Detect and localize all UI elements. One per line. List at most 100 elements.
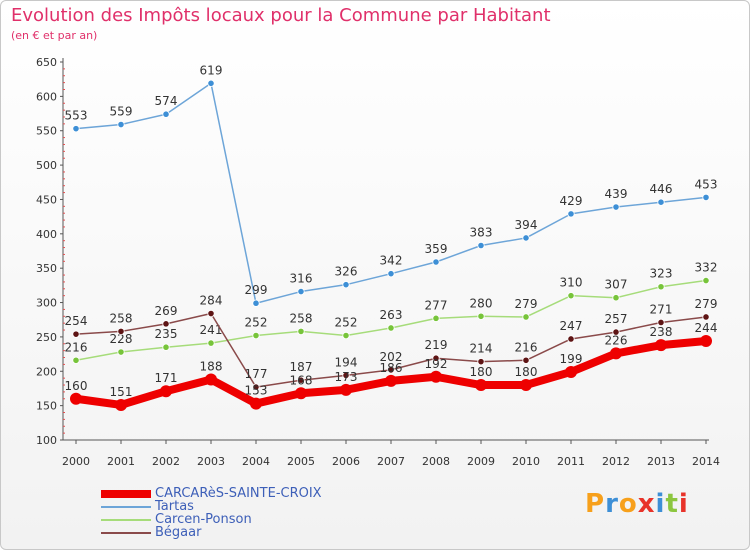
data-label: 214 [470,342,493,356]
x-tick-label: 2006 [332,455,360,468]
x-tick-label: 2007 [377,455,405,468]
data-label: 277 [425,298,448,312]
data-label: 160 [65,379,88,393]
data-label: 241 [200,323,223,337]
data-point [70,392,82,405]
data-label: 192 [425,357,448,371]
data-label: 284 [200,294,223,308]
data-label: 619 [200,63,223,77]
data-point [342,331,350,340]
data-point [702,313,710,321]
data-point [612,328,620,336]
data-label: 269 [155,304,178,318]
data-label: 199 [560,352,583,366]
data-point [522,356,530,364]
y-tick-label: 250 [36,331,57,344]
legend-swatch [101,518,151,521]
data-point [117,348,125,356]
data-point [520,379,532,392]
data-point [657,283,665,291]
data-label: 429 [560,194,583,208]
data-label: 439 [605,187,628,201]
x-tick-label: 2012 [602,455,630,468]
logo-letter: P [585,489,606,519]
data-point [565,365,577,378]
y-tick-label: 300 [36,297,57,310]
data-label: 271 [650,302,673,316]
data-point [252,331,260,340]
x-tick-label: 2014 [692,455,720,468]
data-point [612,294,620,302]
data-point [387,270,395,278]
data-point [342,281,350,289]
data-point [477,358,485,366]
data-point [115,398,127,411]
chart-title: Evolution des Impôts locaux pour la Comm… [11,5,551,26]
x-tick-label: 2002 [152,455,180,468]
data-point [252,383,260,391]
data-label: 194 [335,355,358,369]
legend-item: Bégaar [101,526,322,539]
y-tick-label: 600 [36,90,57,103]
data-label: 359 [425,242,448,256]
data-label: 180 [470,365,493,379]
y-tick-label: 550 [36,125,57,138]
y-tick-label: 150 [36,400,57,413]
data-label: 254 [65,314,88,328]
data-point [567,335,575,343]
data-label: 299 [245,283,268,297]
data-label: 383 [470,226,493,240]
data-point [297,327,305,336]
data-label: 279 [515,297,538,311]
x-tick-label: 2004 [242,455,270,468]
legend-label: Tartas [155,499,194,514]
data-label: 323 [650,267,673,281]
x-tick-label: 2013 [647,455,675,468]
x-tick-label: 2001 [107,455,135,468]
data-point [387,324,395,332]
data-point [567,210,575,218]
legend-label: Carcen-Ponson [155,512,252,527]
data-point [475,379,487,392]
data-label: 219 [425,338,448,352]
data-label: 235 [155,327,178,341]
logo-letter: r [605,489,619,519]
data-point [252,299,260,307]
x-tick-label: 2011 [557,455,585,468]
legend-swatch [101,531,151,534]
data-label: 279 [695,297,718,311]
x-tick-label: 2003 [197,455,225,468]
data-point [160,385,172,398]
data-label: 226 [605,333,628,347]
data-point [477,241,485,250]
data-label: 216 [515,340,538,354]
logo-letter: o [618,489,638,519]
legend-item: CARCARèS-SAINTE-CROIX [101,487,322,500]
data-point [702,276,710,285]
data-point [612,203,620,211]
data-point [297,287,305,296]
data-label: 280 [470,296,493,310]
data-point [72,356,80,364]
data-point [207,339,215,347]
legend: CARCARèS-SAINTE-CROIX Tartas Carcen-Ponson… [101,487,322,539]
data-point [340,383,352,396]
legend-item: Carcen-Ponson [101,513,322,526]
proxiti-logo: Proxiti [585,489,689,519]
data-label: 342 [380,254,403,268]
data-label: 216 [65,340,88,354]
data-point [162,343,170,351]
data-point [207,309,215,318]
data-point [477,312,485,320]
data-point [295,387,307,400]
data-point [387,366,395,374]
data-label: 247 [560,319,583,333]
data-point [205,373,217,386]
data-point [432,314,440,322]
y-tick-label: 200 [36,365,57,378]
data-label: 173 [335,370,358,384]
data-label: 316 [290,272,313,286]
legend-swatch [101,489,151,498]
